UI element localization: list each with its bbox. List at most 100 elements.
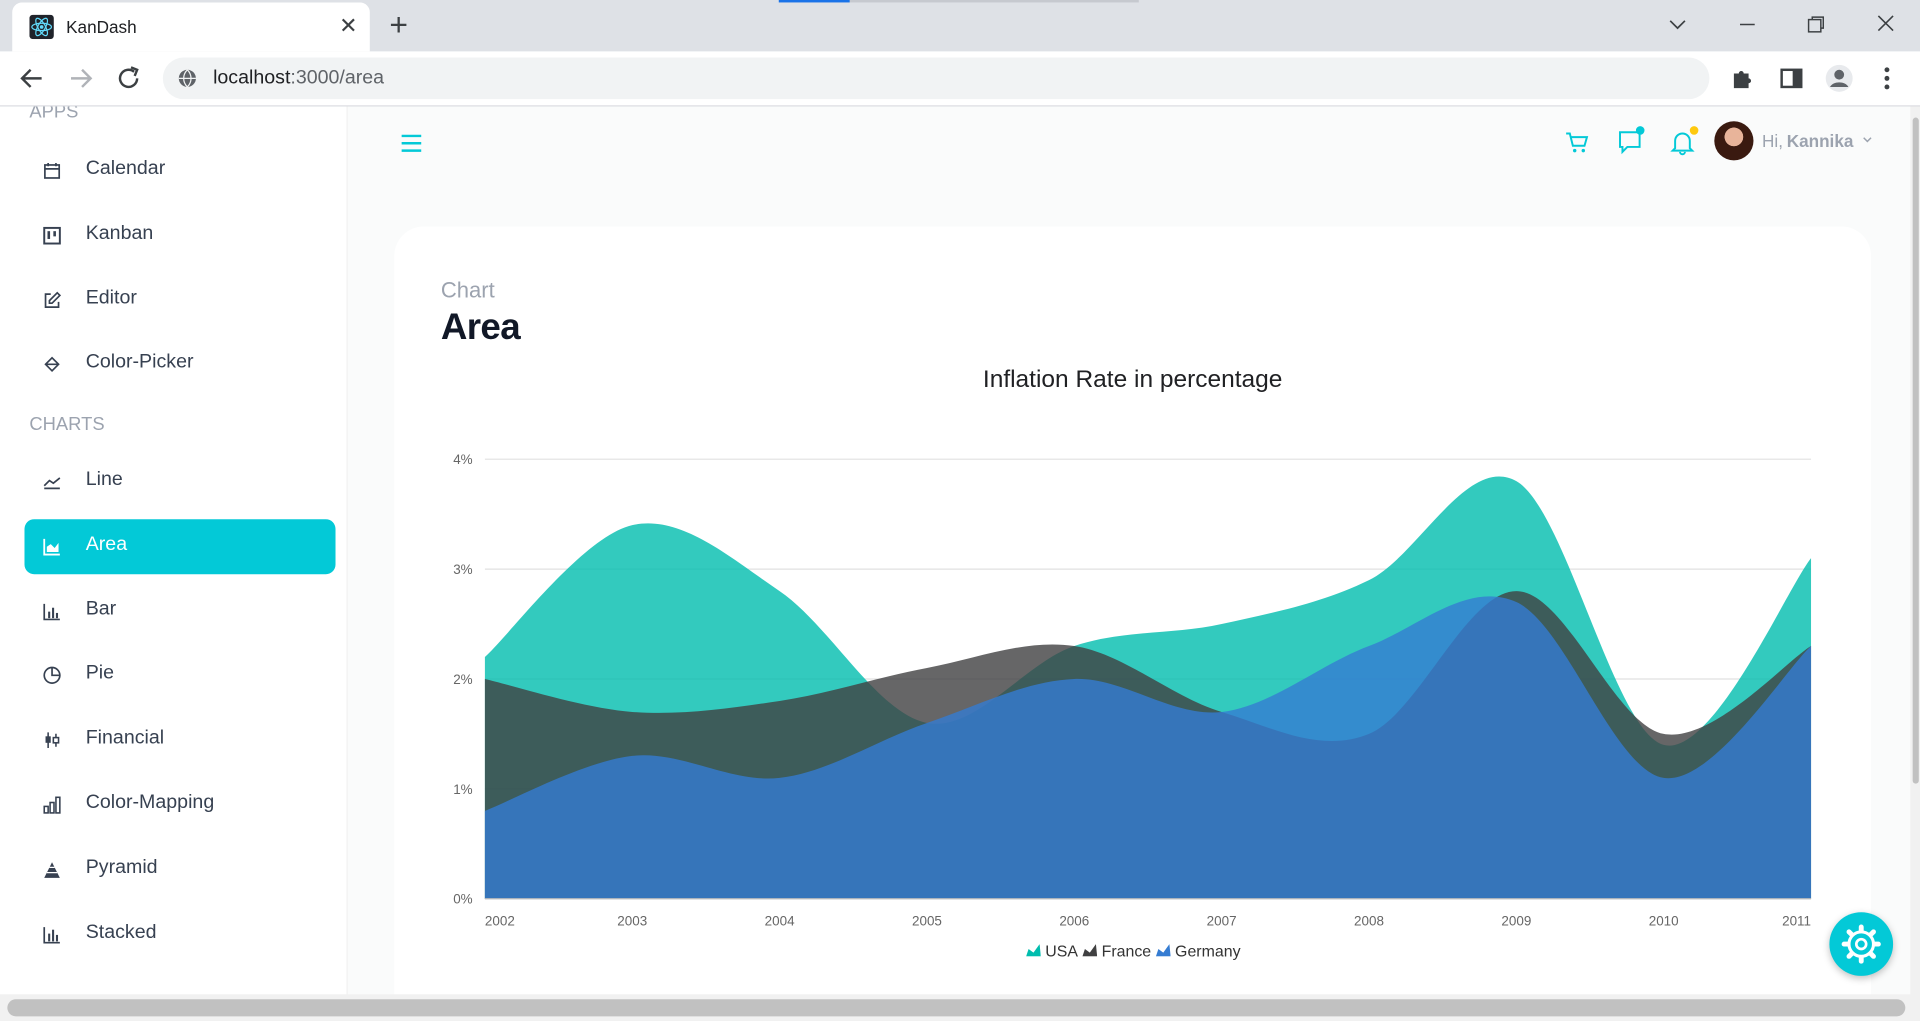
- pie-chart-icon: [43, 666, 61, 684]
- avatar[interactable]: [1714, 121, 1754, 161]
- sidebar-section-apps: APPS: [29, 106, 79, 123]
- sidebar-item-stacked[interactable]: Stacked: [24, 907, 335, 962]
- chevron-down-icon[interactable]: [1861, 133, 1873, 145]
- chart-card: Chart Area Inflation Rate in percentage …: [394, 226, 1872, 1021]
- sidebar: APPS Calendar Kanban Editor Color-Picker…: [0, 106, 348, 1021]
- legend-france-area-icon: [1082, 944, 1098, 957]
- x-tick-label: 2003: [617, 914, 647, 929]
- sidebar-item-label: Color-Mapping: [85, 792, 215, 814]
- legend-label-france: France: [1101, 941, 1152, 961]
- page-title: Area: [440, 307, 521, 348]
- sidebar-item-editor[interactable]: Editor: [24, 273, 335, 328]
- legend-item-usa[interactable]: USA: [1026, 942, 1078, 960]
- x-tick-label: 2007: [1207, 914, 1237, 929]
- sidebar-item-line[interactable]: Line: [24, 454, 335, 509]
- sidebar-item-color-picker[interactable]: Color-Picker: [24, 337, 335, 392]
- tab-search-chevron-icon[interactable]: [1668, 15, 1688, 35]
- tab-loading-indicator: [778, 0, 850, 3]
- chart-title: Inflation Rate in percentage: [982, 366, 1283, 394]
- chat-icon[interactable]: [1616, 129, 1643, 156]
- new-tab-button[interactable]: +: [389, 6, 408, 43]
- sidebar-item-financial[interactable]: Financial: [24, 713, 335, 768]
- sidebar-item-label: Bar: [85, 598, 117, 620]
- sidebar-item-pyramid[interactable]: Pyramid: [24, 842, 335, 897]
- sidebar-item-label: Area: [85, 533, 128, 555]
- react-logo-icon: [29, 14, 54, 40]
- horizontal-scrollbar-thumb[interactable]: [7, 999, 1906, 1017]
- gear-icon: [1841, 924, 1881, 964]
- y-tick-label: 4%: [453, 452, 472, 467]
- back-arrow-icon[interactable]: [17, 64, 46, 93]
- reload-icon[interactable]: [114, 64, 143, 93]
- sidebar-item-area[interactable]: Area: [24, 519, 336, 575]
- browser-menu-icon[interactable]: [1872, 64, 1901, 93]
- y-tick-label: 2%: [453, 672, 472, 687]
- main-content: Hi, Kannika Chart Area Inflation Rate in …: [347, 106, 1911, 1021]
- x-tick-label: 2010: [1649, 914, 1679, 929]
- browser-tab-bar: KanDash ✕ +: [0, 0, 1920, 52]
- area-chart-icon: [43, 538, 60, 556]
- sidebar-item-label: Color-Picker: [85, 351, 194, 373]
- greeting-text: Hi,: [1762, 131, 1784, 151]
- vertical-scrollbar-thumb[interactable]: [1912, 117, 1919, 784]
- paint-bucket-icon: [44, 356, 60, 372]
- edit-icon: [44, 291, 62, 308]
- sidebar-item-label: Stacked: [85, 922, 157, 943]
- restore-icon[interactable]: [1806, 15, 1826, 35]
- url-path: :3000/area: [290, 67, 385, 89]
- sidebar-item-label: Pyramid: [85, 857, 158, 878]
- sidebar-item-label: Financial: [85, 727, 165, 749]
- user-name: Kannika: [1786, 131, 1854, 151]
- sidebar-item-label: Kanban: [85, 222, 154, 244]
- x-tick-label: 2002: [485, 914, 515, 929]
- legend-item-france[interactable]: France: [1082, 942, 1151, 960]
- address-bar[interactable]: localhost:3000/area: [162, 57, 1710, 100]
- sidebar-item-bar[interactable]: Bar: [24, 584, 335, 639]
- page-category: Chart: [440, 277, 495, 303]
- close-window-icon[interactable]: [1876, 13, 1896, 33]
- area-series-germany[interactable]: [484, 596, 1812, 899]
- settings-button[interactable]: [1829, 912, 1894, 976]
- color-mapping-icon: [43, 796, 61, 814]
- x-tick-label: 2008: [1354, 914, 1384, 929]
- pyramid-icon: [44, 862, 60, 878]
- extensions-puzzle-icon[interactable]: [1728, 64, 1757, 93]
- forward-arrow-icon[interactable]: [66, 64, 95, 93]
- bell-notification-dot: [1689, 126, 1699, 135]
- minimize-icon[interactable]: [1738, 15, 1758, 35]
- menu-icon[interactable]: [399, 133, 423, 153]
- sidebar-item-calendar[interactable]: Calendar: [24, 143, 335, 198]
- sidebar-item-label: Calendar: [85, 157, 166, 179]
- browser-tab[interactable]: KanDash ✕: [12, 2, 370, 52]
- legend-item-germany[interactable]: Germany: [1155, 941, 1241, 961]
- y-tick-label: 0%: [453, 892, 472, 907]
- y-tick-label: 1%: [453, 782, 472, 797]
- profile-icon[interactable]: [1825, 64, 1854, 93]
- x-tick-label: 2006: [1059, 914, 1089, 929]
- close-tab-icon[interactable]: ✕: [339, 13, 358, 38]
- sidebar-item-kanban[interactable]: Kanban: [24, 208, 335, 263]
- side-panel-icon[interactable]: [1777, 64, 1806, 93]
- x-tick-label: 2005: [912, 914, 942, 929]
- url-text: localhost:3000/area: [213, 67, 384, 89]
- url-host: localhost: [213, 67, 291, 89]
- notification-bell-icon[interactable]: [1669, 129, 1696, 156]
- globe-icon[interactable]: [178, 69, 198, 89]
- legend-usa-area-icon: [1026, 944, 1041, 957]
- x-tick-label: 2004: [765, 914, 795, 929]
- x-tick-label: 2009: [1501, 914, 1531, 929]
- cart-icon[interactable]: [1564, 129, 1591, 156]
- legend-label-germany: Germany: [1175, 941, 1241, 961]
- user-greeting[interactable]: Hi, Kannika: [1762, 131, 1853, 151]
- kanban-icon: [43, 226, 61, 245]
- x-tick-label: 2011: [1782, 914, 1811, 929]
- bar-chart-icon: [43, 603, 60, 621]
- sidebar-item-label: Editor: [85, 287, 137, 309]
- legend-label-usa: USA: [1045, 941, 1078, 961]
- sidebar-item-color-mapping[interactable]: Color-Mapping: [24, 778, 335, 833]
- sidebar-item-label: Pie: [85, 662, 115, 684]
- sidebar-item-pie[interactable]: Pie: [24, 648, 335, 703]
- browser-toolbar: localhost:3000/area: [0, 51, 1920, 107]
- tab-loading-track: [849, 0, 1139, 3]
- chat-notification-dot: [1635, 126, 1645, 135]
